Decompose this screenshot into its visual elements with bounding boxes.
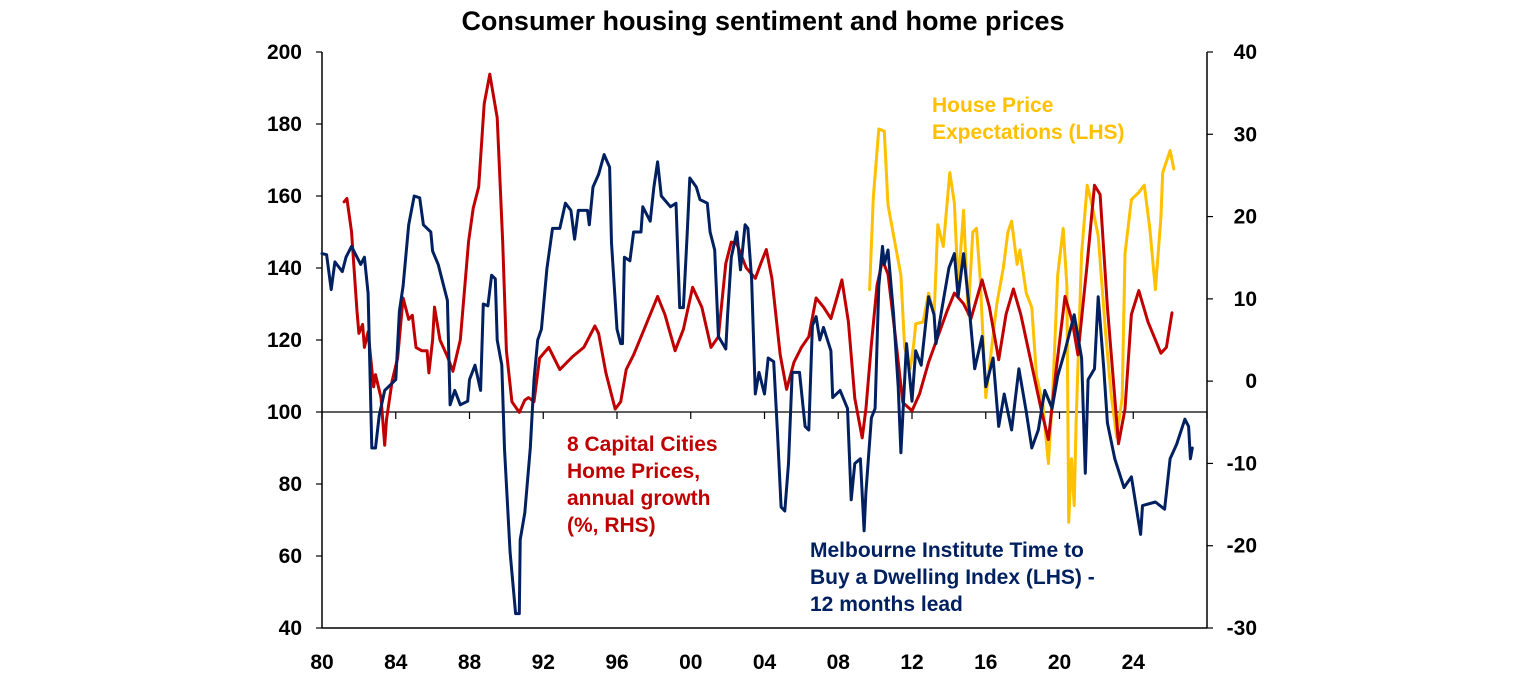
label-line: 12 months lead	[810, 593, 963, 616]
house-price-expectations-line	[868, 127, 1176, 524]
left-tick-label: 180	[267, 113, 302, 136]
label-line: annual growth	[567, 487, 711, 510]
right-tick-label: -20	[1227, 535, 1257, 558]
left-tick-label: 200	[267, 41, 302, 64]
label-line: Expectations (LHS)	[932, 121, 1125, 144]
right-tick-label: -30	[1227, 617, 1257, 640]
right-tick-label: 30	[1234, 123, 1257, 146]
left-tick-label: 160	[267, 185, 302, 208]
label-line: (%, RHS)	[567, 514, 656, 537]
x-tick-label: 12	[900, 651, 923, 674]
label-line: Buy a Dwelling Index (LHS) -	[810, 566, 1095, 589]
label-line: Home Prices,	[567, 460, 701, 483]
x-tick-label: 00	[679, 651, 702, 674]
legend-label-time-to-buy-index: Melbourne Institute Time to Buy a Dwelli…	[810, 537, 1095, 618]
x-tick-label: 96	[605, 651, 628, 674]
left-tick-label: 100	[267, 401, 302, 424]
right-tick-label: 0	[1245, 370, 1257, 393]
right-tick-label: 20	[1234, 206, 1257, 229]
legend-label-house-price-expectations: House Price Expectations (LHS)	[932, 92, 1125, 146]
x-tick-label: 08	[827, 651, 851, 674]
axes: 40 60 80 100 120 140 160 180 200 -30 -20 -10 0 10 20 30…	[267, 41, 1257, 674]
label-line: Melbourne Institute Time to	[810, 539, 1084, 562]
label-line: House Price	[932, 94, 1054, 117]
x-tick-label: 24	[1122, 651, 1146, 674]
x-tick-label: 92	[532, 651, 555, 674]
right-tick-label: 10	[1234, 288, 1257, 311]
x-tick-label: 88	[458, 651, 482, 674]
x-tick-label: 20	[1048, 651, 1071, 674]
x-tick-label: 80	[310, 651, 333, 674]
left-tick-label: 140	[267, 257, 302, 280]
x-tick-label: 84	[384, 651, 408, 674]
series-lines	[320, 72, 1194, 616]
legend-label-home-prices: 8 Capital Cities Home Prices, annual gro…	[567, 431, 718, 539]
time-to-buy-index-line	[320, 153, 1194, 616]
label-line: 8 Capital Cities	[567, 433, 718, 456]
right-tick-label: 40	[1234, 41, 1257, 64]
left-tick-label: 80	[279, 473, 302, 496]
left-tick-label: 60	[279, 545, 302, 568]
left-tick-label: 120	[267, 329, 302, 352]
x-tick-label: 16	[974, 651, 997, 674]
left-tick-label: 40	[279, 617, 302, 640]
x-tick-label: 04	[753, 651, 777, 674]
chart-title: Consumer housing sentiment and home pric…	[461, 6, 1065, 36]
right-tick-label: -10	[1227, 452, 1257, 475]
